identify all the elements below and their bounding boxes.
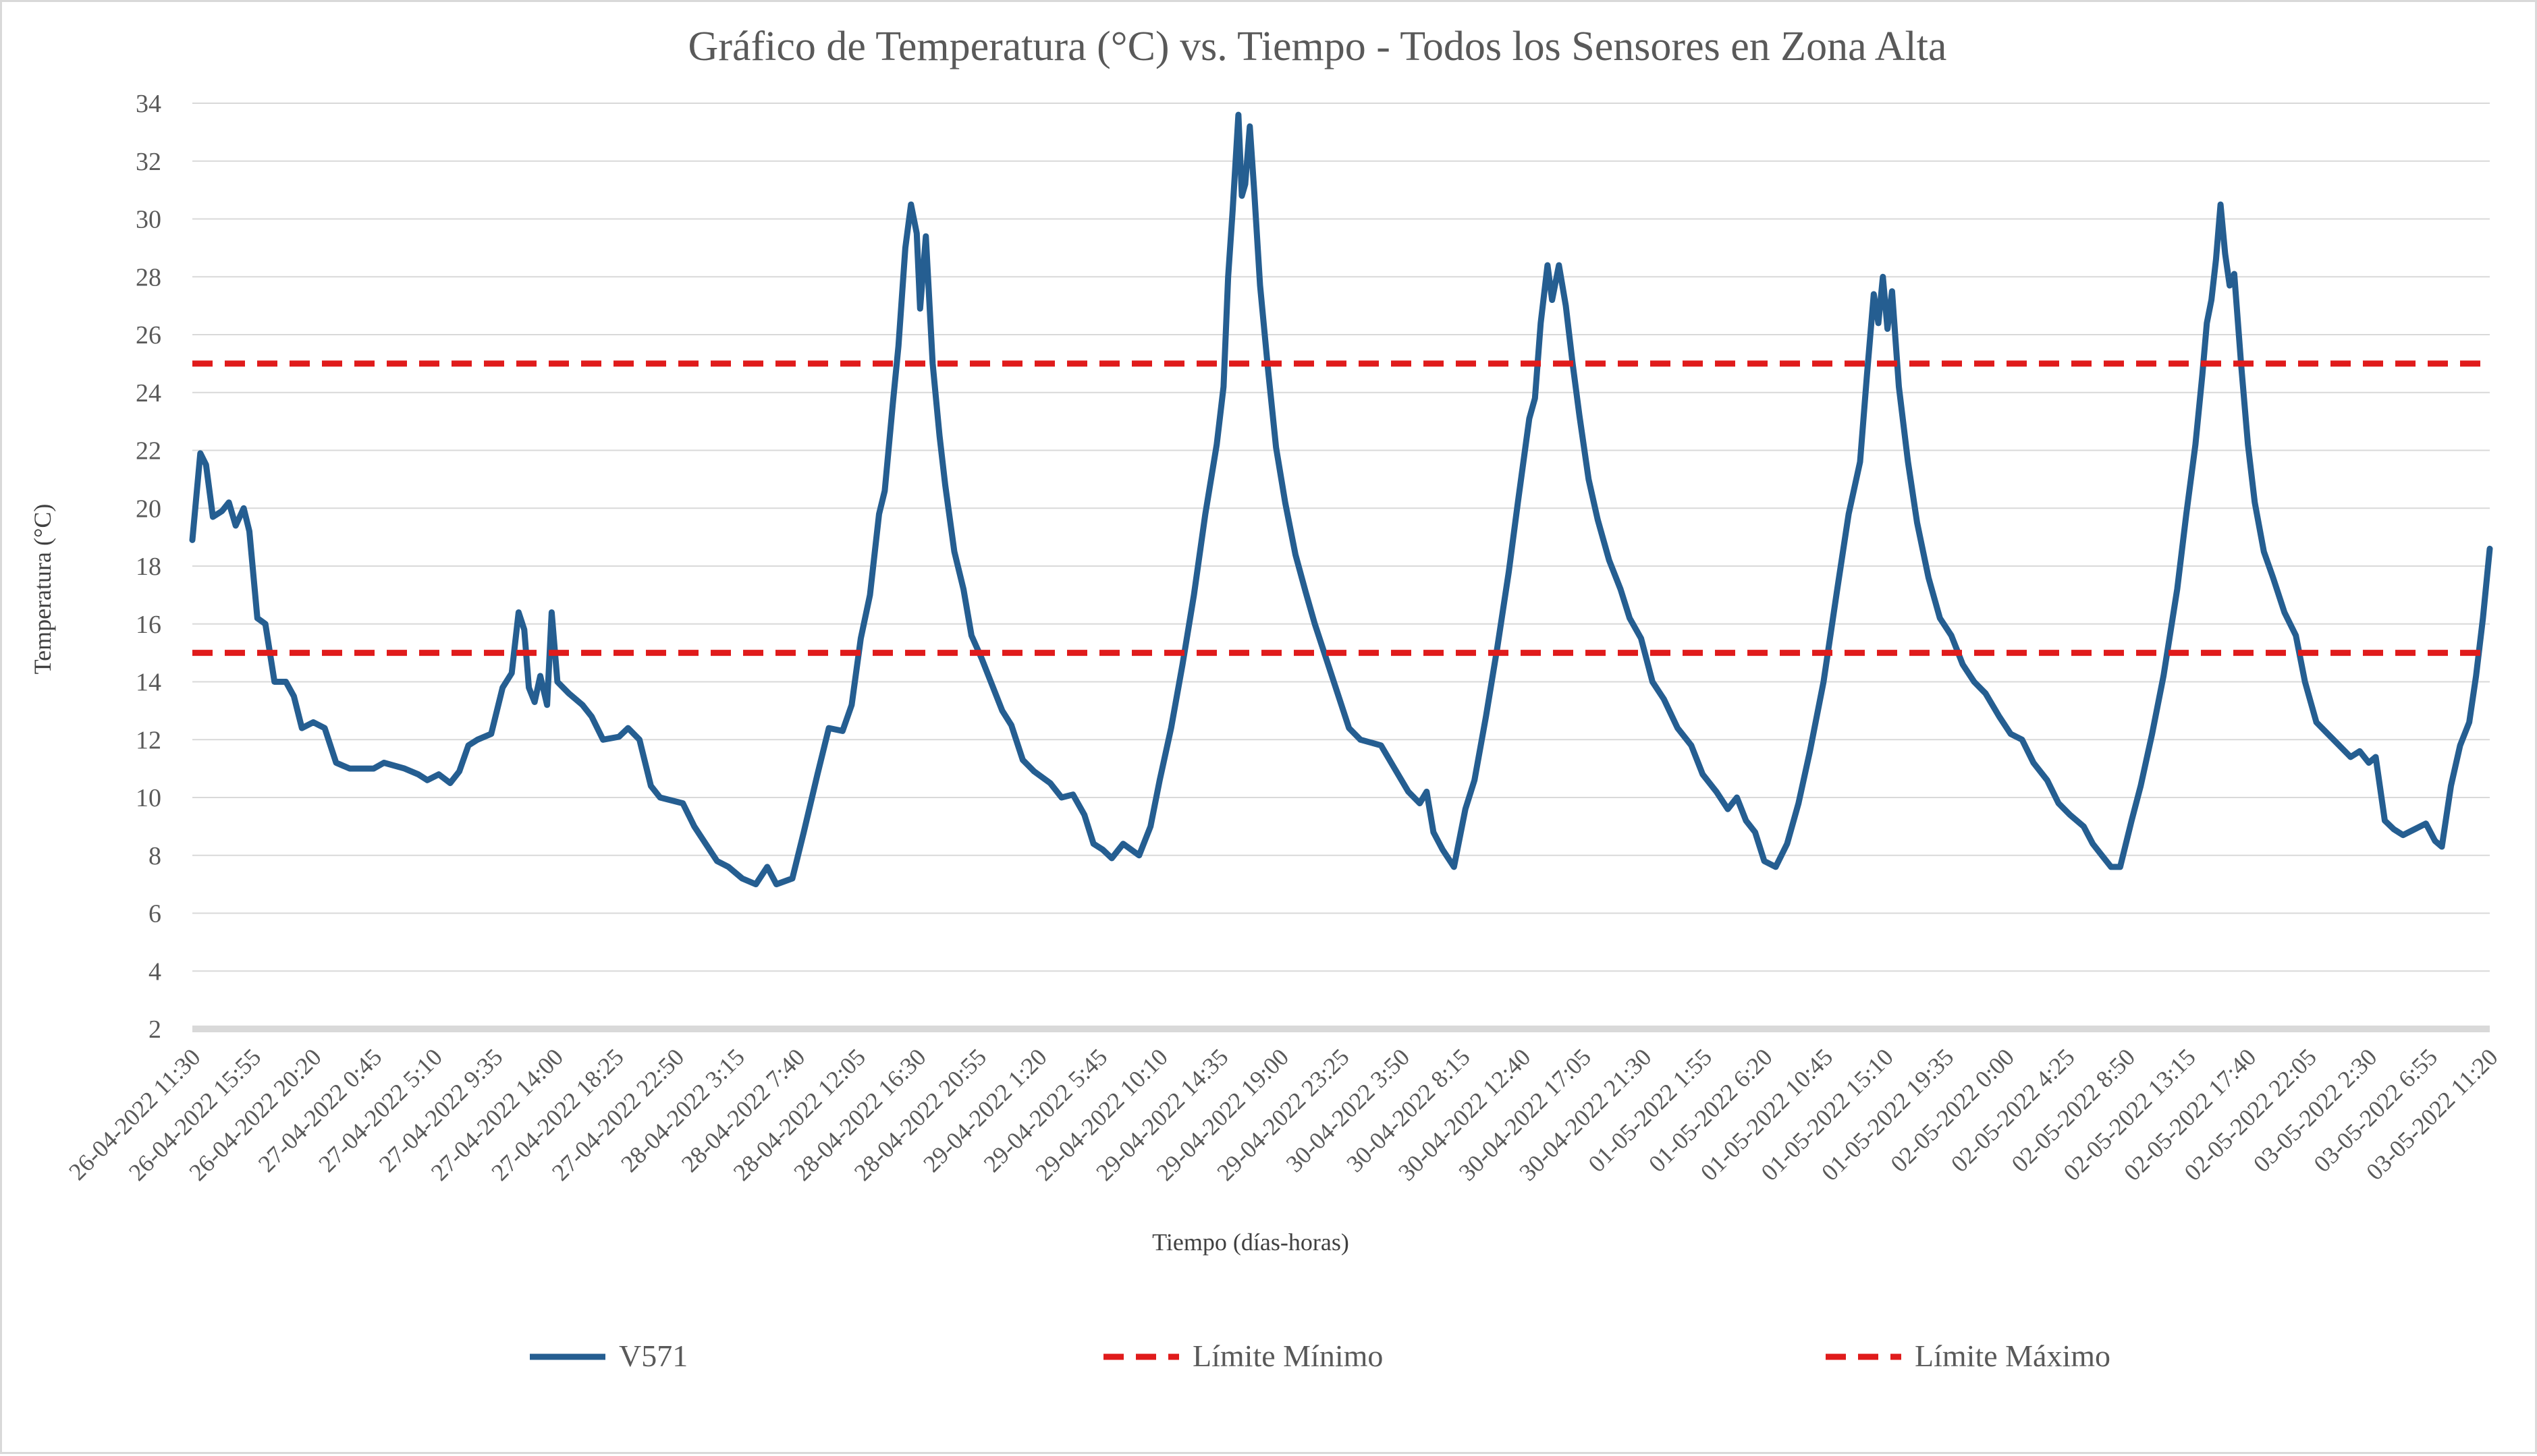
y-tick-label: 22 <box>136 437 161 466</box>
gridlines <box>192 103 2490 1032</box>
y-axis-label: Temperatura (°C) <box>29 504 56 675</box>
legend: V571 Límite Mínimo Límite Máximo <box>530 1339 2110 1373</box>
y-tick-label: 24 <box>136 379 161 408</box>
y-tick-label: 32 <box>136 148 161 176</box>
y-tick-label: 28 <box>136 263 161 291</box>
y-tick-label: 16 <box>136 611 161 639</box>
y-tick-label: 4 <box>148 957 161 986</box>
series-layer <box>189 111 2493 888</box>
y-tick-label: 18 <box>136 553 161 581</box>
y-tick-label: 14 <box>136 669 161 697</box>
y-tick-label: 10 <box>136 784 161 812</box>
legend-label: V571 <box>619 1339 688 1373</box>
legend-label: Límite Mínimo <box>1193 1339 1383 1373</box>
y-tick-label: 26 <box>136 321 161 349</box>
y-tick-label: 6 <box>148 900 161 928</box>
y-tick-label: 30 <box>136 206 161 234</box>
x-axis-label: Tiempo (días-horas) <box>1152 1229 1349 1256</box>
legend-label: Límite Máximo <box>1915 1339 2110 1373</box>
y-tick-label: 2 <box>148 1015 161 1044</box>
series-line-v571 <box>189 111 2493 888</box>
y-tick-label: 34 <box>136 90 161 118</box>
y-tick-label: 8 <box>148 842 161 870</box>
y-tick-label: 20 <box>136 495 161 523</box>
y-tick-label: 12 <box>136 726 161 754</box>
chart-title: Gráfico de Temperatura (°C) vs. Tiempo -… <box>688 24 1947 69</box>
